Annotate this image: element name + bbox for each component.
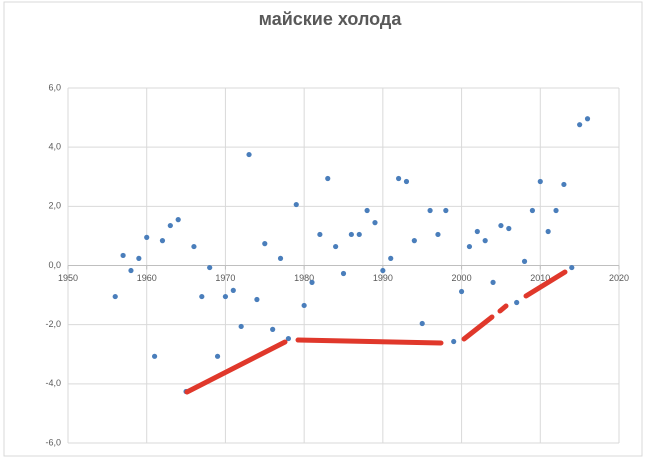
y-tick-label: 6,0 — [48, 82, 61, 92]
point — [545, 228, 551, 235]
point — [458, 288, 465, 295]
point — [466, 243, 473, 250]
x-tick-label: 1980 — [294, 273, 314, 283]
point — [293, 201, 299, 208]
point — [356, 231, 362, 238]
x-tick-label: 1950 — [58, 273, 78, 283]
point — [301, 302, 307, 309]
point — [120, 252, 126, 259]
point — [474, 228, 480, 235]
y-tick-label: -4,0 — [45, 378, 61, 388]
point — [317, 231, 323, 238]
point — [427, 207, 433, 214]
point — [529, 207, 536, 214]
x-tick-label: 2020 — [609, 273, 629, 283]
point — [230, 287, 236, 293]
point — [246, 151, 252, 158]
plot-area: -6,0 -4,0 -2,0 0,0 2,0 4,0 6,0 1950 1960 1970 1980… — [45, 82, 629, 447]
x-tick-label: 1970 — [215, 273, 235, 283]
point — [521, 258, 528, 264]
point — [569, 264, 575, 271]
point — [419, 320, 425, 327]
point — [151, 353, 158, 359]
annotation-line — [295, 337, 444, 346]
point — [128, 267, 134, 274]
point — [577, 122, 583, 128]
point — [451, 338, 457, 345]
annotation-line — [523, 269, 568, 299]
chart-title: майские холода — [259, 9, 403, 29]
point — [214, 353, 221, 359]
point — [403, 178, 410, 185]
point — [388, 255, 394, 261]
point — [340, 270, 347, 277]
point — [309, 279, 315, 285]
point — [207, 264, 213, 271]
point — [553, 207, 559, 214]
point — [584, 116, 591, 122]
chart-area — [3, 1, 643, 457]
point — [372, 220, 378, 226]
point — [443, 207, 449, 214]
point — [191, 243, 197, 250]
point — [364, 207, 370, 214]
point — [561, 181, 567, 188]
point — [348, 231, 354, 238]
point — [159, 238, 166, 244]
point — [238, 323, 244, 330]
point — [136, 255, 142, 261]
point — [506, 225, 512, 232]
point — [112, 293, 118, 300]
point — [537, 178, 543, 185]
annotation-line — [184, 339, 288, 395]
point — [222, 293, 229, 300]
point — [175, 217, 181, 223]
point — [396, 175, 402, 182]
point — [167, 222, 173, 229]
y-tick-label: 0,0 — [48, 260, 61, 270]
point — [285, 335, 291, 342]
point — [498, 222, 504, 229]
y-tick-label: 4,0 — [48, 142, 61, 152]
x-tick-label: 1960 — [137, 273, 157, 283]
point — [435, 231, 441, 238]
x-tick-label: 1990 — [373, 273, 393, 283]
y-tick-label: -6,0 — [45, 437, 61, 447]
point — [380, 267, 386, 274]
point — [411, 238, 417, 244]
x-tick-label: 2000 — [452, 273, 472, 283]
y-tick-label: -2,0 — [45, 319, 61, 329]
annotation-line — [461, 314, 495, 342]
point — [199, 293, 205, 300]
point — [277, 255, 284, 261]
point — [270, 326, 276, 332]
point — [254, 296, 260, 303]
y-tick-label: 2,0 — [48, 201, 61, 211]
annotation — [184, 269, 568, 395]
annotation-line — [497, 303, 509, 314]
point — [144, 234, 150, 240]
point — [482, 238, 488, 244]
point — [514, 299, 520, 306]
point — [333, 243, 339, 250]
point — [262, 241, 268, 247]
point — [325, 175, 331, 182]
x-tick-label: 2010 — [530, 273, 550, 283]
point — [490, 279, 496, 285]
